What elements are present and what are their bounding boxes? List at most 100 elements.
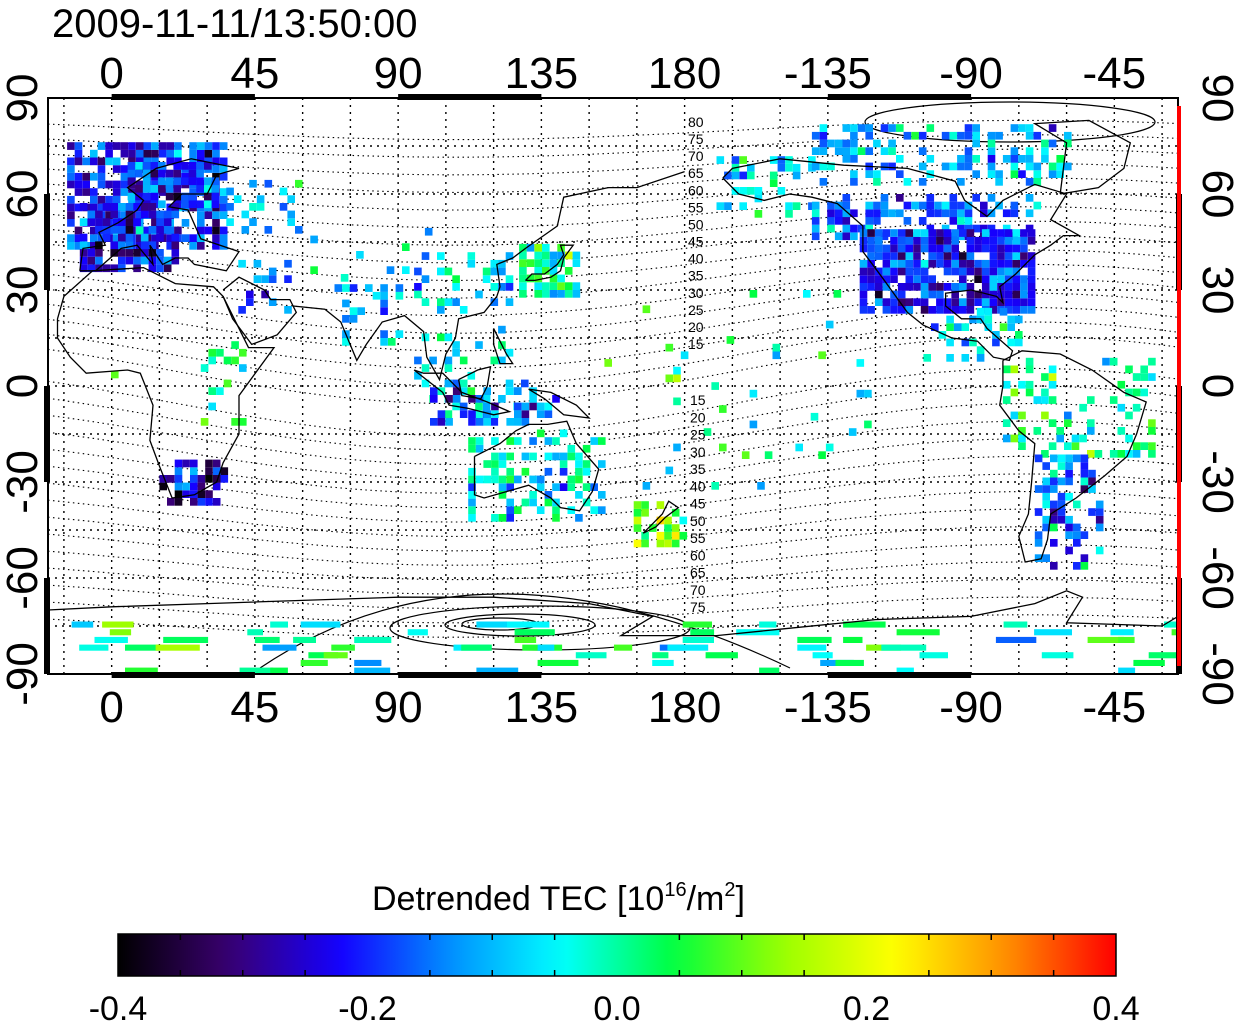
tec-pixel (490, 259, 499, 268)
tec-pixel (943, 259, 952, 268)
tec-pixel (920, 283, 929, 291)
tec-pixel (110, 210, 118, 219)
tec-pixel (219, 157, 228, 166)
tec-pixel (468, 491, 476, 499)
tec-pixel (856, 389, 865, 398)
tec-pixel (1010, 201, 1019, 210)
tec-pixel (506, 483, 514, 491)
tec-pixel (1010, 170, 1019, 178)
tec-pixel (984, 323, 993, 331)
tec-pixel (1034, 629, 1072, 636)
tec-pixel (995, 170, 1003, 178)
tec-pixel (196, 185, 204, 193)
tec-pixel (526, 259, 535, 267)
tec-pixel (856, 359, 865, 367)
tec-pixel (395, 291, 404, 300)
tec-pixel (913, 244, 921, 253)
tec-pixel (1064, 442, 1072, 450)
mlat-contour (48, 278, 1178, 334)
tec-pixel (542, 290, 550, 298)
tec-pixel (969, 315, 977, 324)
tec-pixel (1050, 562, 1058, 570)
tec-pixel (943, 306, 952, 314)
tec-pixel (1048, 124, 1057, 132)
tec-pixel (459, 306, 468, 314)
tec-pixel (158, 200, 166, 209)
tec-pixel (827, 139, 835, 148)
tec-pixel (875, 236, 883, 245)
tec-pixel (148, 264, 157, 273)
tec-pixel (128, 142, 136, 150)
tec-pixel (534, 251, 542, 260)
tec-pixel (1002, 365, 1011, 374)
tec-pixel (920, 306, 929, 314)
tec-pixel (1065, 515, 1073, 524)
tec-pixel (334, 284, 343, 292)
tec-pixel (1056, 162, 1064, 171)
tec-pixel (920, 275, 929, 283)
tec-pixel (163, 226, 172, 234)
tec-pixel (268, 275, 277, 283)
tec-pixel (342, 338, 350, 346)
tec-pixel (896, 629, 940, 636)
tec-pixel (521, 379, 529, 388)
tec-pixel (95, 210, 103, 219)
tec-pixel (992, 338, 1000, 347)
tec-pixel (165, 185, 174, 193)
tec-pixel (772, 351, 781, 360)
tec-pixel (1057, 508, 1066, 516)
axis-tick-labels: 0 45 90 135 180 -135 -90 -450 45 90 135 180 -135 -90-… (0, 49, 1240, 732)
tec-pixel (966, 252, 975, 260)
tec-pixel (749, 420, 758, 429)
tec-pixel (575, 460, 583, 468)
tec-pixel (208, 348, 216, 357)
tec-pixel (880, 209, 889, 218)
tec-pixel (1041, 411, 1049, 420)
tec-pixel (664, 539, 672, 548)
tec-pixel (506, 506, 514, 514)
tec-pixel (557, 290, 565, 298)
tec-pixel (219, 188, 228, 196)
tec-pixel (150, 162, 159, 170)
tec-pixel (120, 211, 129, 219)
tec-pixel (1056, 434, 1064, 443)
tec-pixel (957, 217, 965, 225)
tec-pixel (542, 251, 550, 260)
tec-pixel (882, 267, 891, 276)
tec-pixel (156, 226, 164, 234)
tec-pixel (1010, 124, 1019, 132)
tec-pixel (811, 162, 820, 171)
tec-pixel (769, 171, 778, 180)
tec-pixel (1140, 373, 1148, 381)
tec-pixel (859, 283, 868, 291)
bottom-lon-label: 90 (374, 683, 423, 732)
tec-pixel (534, 290, 542, 298)
tec-pixel (890, 229, 898, 237)
tec-pixel (664, 524, 672, 532)
tec-pixel (764, 451, 773, 459)
tec-pixel (1020, 283, 1028, 291)
tec-pixel (226, 187, 234, 196)
tec-pixel (268, 298, 277, 306)
tec-pixel (482, 395, 491, 403)
tec-pixel (87, 264, 96, 273)
tec-pixel (1171, 629, 1178, 636)
tec-pixel (818, 451, 826, 459)
tec-pixel (421, 252, 430, 260)
tec-pixel (936, 290, 944, 299)
tec-pixel (1095, 546, 1104, 555)
tec-pixel (1020, 259, 1028, 268)
tec-pixel (905, 244, 914, 253)
tec-pixel (974, 244, 982, 253)
tec-pixel (966, 306, 975, 314)
tec-pixel (120, 165, 129, 173)
tec-pixel (1057, 462, 1066, 470)
tec-pixel (67, 180, 75, 189)
tec-pixel (461, 644, 492, 651)
tec-pixel (811, 131, 820, 140)
tec-pixel (430, 418, 438, 426)
top-lon-label: -45 (1083, 49, 1147, 98)
tec-pixel (842, 201, 851, 210)
tec-pixel (719, 405, 727, 413)
tec-pixel (140, 233, 149, 242)
